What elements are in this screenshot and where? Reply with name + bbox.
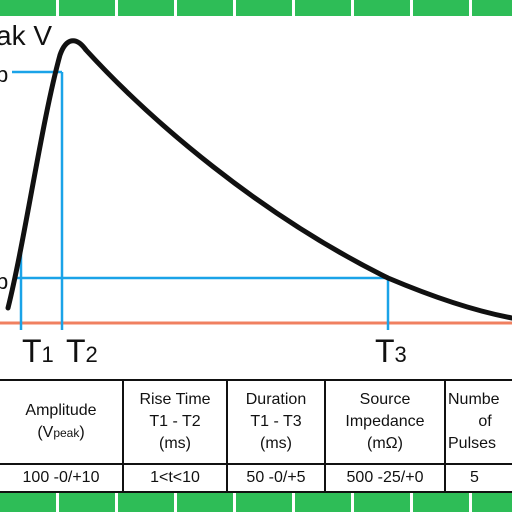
value-row: 100 -0/+10 1<t<10 50 -0/+5 500 -25/+0 5 xyxy=(0,463,512,493)
lower-level-label: b xyxy=(0,269,8,294)
value-source-impedance: 500 -25/+0 xyxy=(324,463,446,493)
pulse-spec-table: Amplitude (Vpeak) Rise Time T1 - T2 (ms)… xyxy=(0,379,512,493)
value-duration: 50 -0/+5 xyxy=(226,463,326,493)
header-row: Amplitude (Vpeak) Rise Time T1 - T2 (ms)… xyxy=(0,379,512,465)
upper-level-label: b xyxy=(0,62,8,87)
top-border-stripe xyxy=(0,0,512,16)
pulse-curve xyxy=(5,38,512,321)
value-number-of-pulses: 5 xyxy=(444,463,512,493)
header-rise-time: Rise Time T1 - T2 (ms) xyxy=(122,379,228,465)
marker-t3-label: T3 xyxy=(375,333,407,369)
header-duration: Duration T1 - T3 (ms) xyxy=(226,379,326,465)
header-source-impedance: Source Impedance (mΩ) xyxy=(324,379,446,465)
peak-voltage-label: ak V xyxy=(0,20,52,51)
header-number-of-pulses: Numbe of Pulses xyxy=(444,379,512,465)
value-amplitude: 100 -0/+10 xyxy=(0,463,124,493)
header-amplitude: Amplitude (Vpeak) xyxy=(0,379,124,465)
marker-t2-label: T2 xyxy=(66,333,98,369)
bottom-border-stripe xyxy=(0,493,512,512)
pulse-waveform-diagram: ak V b b T1 T2 T3 xyxy=(0,20,512,369)
value-rise-time: 1<t<10 xyxy=(122,463,228,493)
marker-t1-label: T1 xyxy=(22,333,54,369)
